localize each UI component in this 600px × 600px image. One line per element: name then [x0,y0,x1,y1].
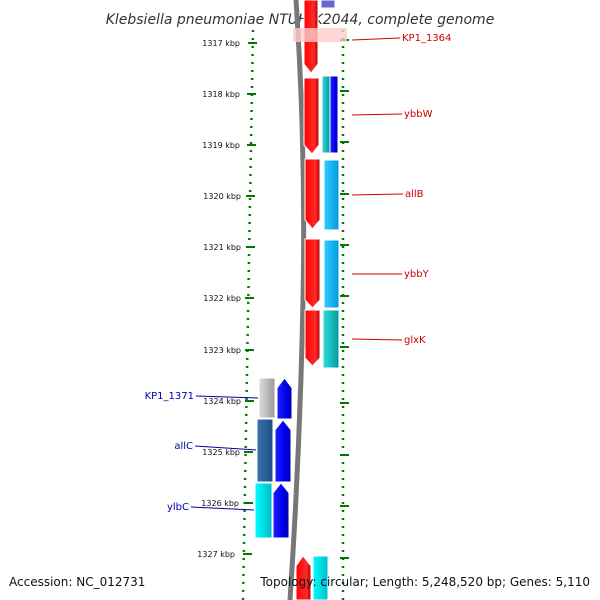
gene-label-kp1-1371: KP1_1371 [145,391,194,402]
tick-label: 1326 kbp [201,499,239,508]
gene-block [258,377,276,419]
gene-block [329,75,339,154]
tick-label: 1323 kbp [203,346,241,355]
gene-label-ylbc: ylbC [167,502,189,513]
tick-label: 1322 kbp [203,294,241,303]
gene-block [254,482,273,539]
gene-block [323,159,340,231]
gene-arrow [295,555,312,600]
label-leader [351,193,404,196]
label-leader [351,37,401,41]
gene-arrow [304,158,321,230]
accession-text: Accession: NC_012731 [9,575,145,589]
topology-text: Topology: circular; Length: 5,248,520 bp… [259,575,590,589]
map-title: Klebsiella pneumoniae NTUH-K2044, comple… [106,12,495,28]
gene-block [321,75,331,154]
gene-block [256,418,274,483]
tick-label: 1317 kbp [202,39,240,48]
tick-label: 1321 kbp [203,243,241,252]
label-leader [190,506,255,511]
gene-label-ybbw: ybbW [404,109,433,120]
gene-labels-right: KP1_1364 ybbW allB ybbY glxK [351,33,451,346]
forward-genes-outer [312,0,340,600]
tick-marks-right [340,39,349,559]
genome-backbone [287,0,307,600]
reverse-genes [254,377,293,539]
highlight-band [293,28,347,42]
gene-block [323,239,340,309]
tick-label: 1324 kbp [203,397,241,406]
tick-label: 1325 kbp [202,448,240,457]
gene-block [322,309,340,369]
tick-label: 1319 kbp [202,141,240,150]
gene-block [320,0,336,9]
gene-arrow [304,309,321,367]
gene-arrow [303,77,320,155]
gene-label-glxk: glxK [404,335,426,346]
gene-label-ybby: ybbY [404,269,430,280]
gene-arrow [272,482,290,539]
gene-arrow [276,377,293,420]
ruler-line-left [241,29,255,600]
tick-label: 1327 kbp [197,550,235,559]
label-leader [195,395,259,399]
tick-marks [243,42,257,555]
gene-label-allc: allC [174,441,193,452]
tick-label: 1318 kbp [202,90,240,99]
gene-label-allb: allB [405,189,424,200]
label-leader [351,338,403,341]
forward-genes [295,0,321,600]
gene-label-kp1-1364: KP1_1364 [402,33,451,44]
label-leader [351,113,403,116]
tick-labels: 1317 kbp 1318 kbp 1319 kbp 1320 kbp 1321… [197,39,241,559]
gene-arrow [304,238,321,309]
tick-label: 1320 kbp [203,192,241,201]
label-leader [194,445,257,451]
gene-block [312,555,329,600]
gene-arrow [274,419,292,483]
gene-labels-left: KP1_1371 allC ylbC [145,391,259,513]
